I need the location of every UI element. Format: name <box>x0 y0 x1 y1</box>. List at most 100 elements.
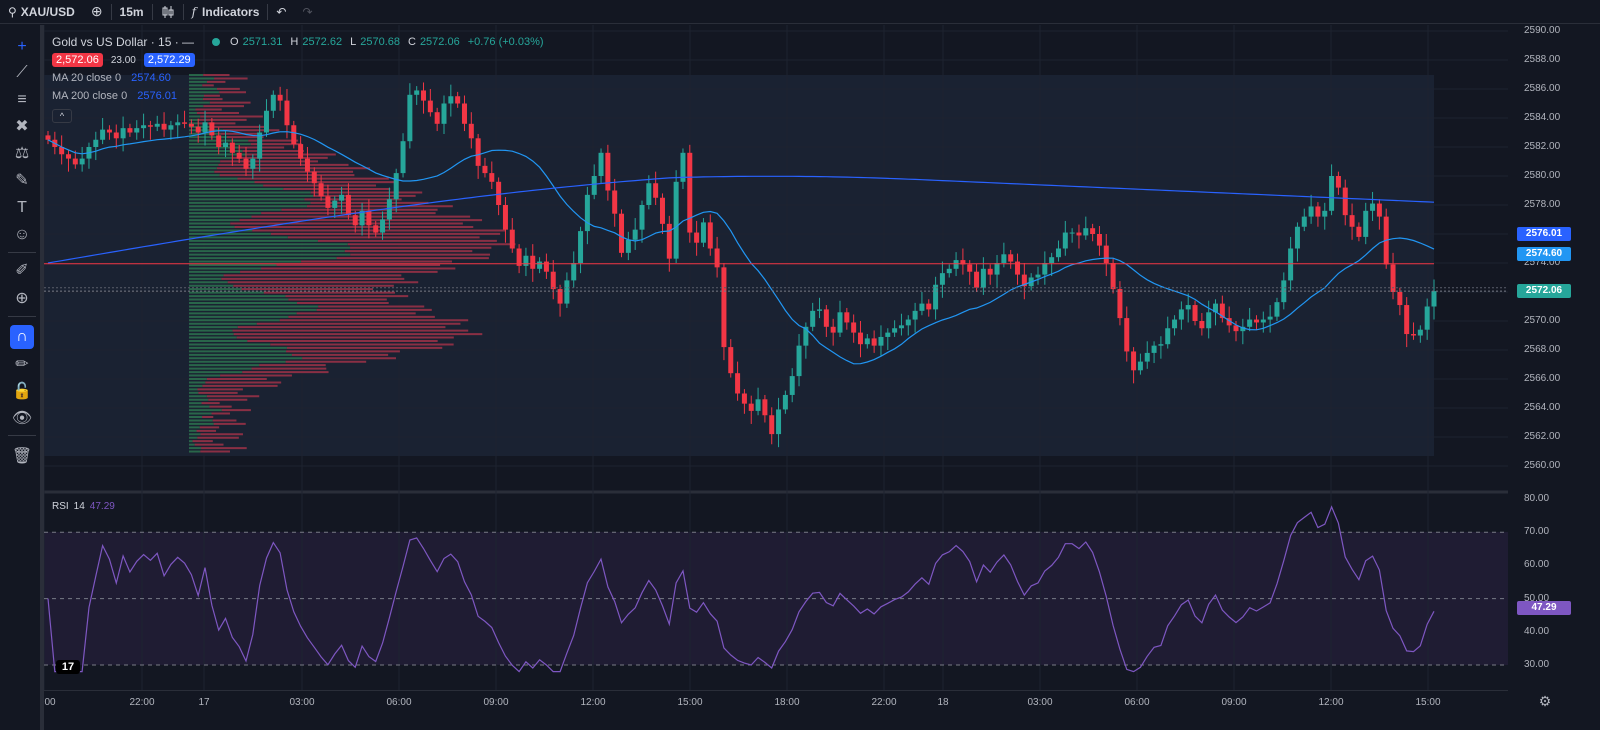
candle-down <box>851 322 857 333</box>
magnet-tool[interactable]: ∩ <box>10 325 34 349</box>
rsi-value-tag: 47.29 <box>1517 600 1571 615</box>
time-axis[interactable]: 00 22:00 17 03:00 06:00 09:00 12:00 15:00 18:00 2… <box>44 690 1508 715</box>
trend-line-tool[interactable]: ⟋ <box>10 61 34 85</box>
time-tick-label: 03:00 <box>289 697 315 708</box>
redo-button[interactable]: ↷ <box>294 0 320 24</box>
indicators-label: Indicators <box>202 4 260 19</box>
divider <box>182 3 184 20</box>
candle-up <box>250 158 256 169</box>
horizontal-lines-tool[interactable]: ≡ <box>10 88 34 112</box>
candle-up <box>1049 257 1055 263</box>
tradingview-logo[interactable]: 17 <box>56 660 80 674</box>
settings-button[interactable]: ⚙ <box>1536 693 1554 711</box>
chart-canvas[interactable] <box>44 25 1508 690</box>
pattern-icon: ✖ <box>15 118 29 135</box>
rsi-tick-label: 80.00 <box>1524 493 1550 504</box>
candle-down <box>653 183 659 198</box>
candle-down <box>373 225 379 233</box>
pattern-tool[interactable]: ✖ <box>10 114 34 138</box>
candle-down <box>687 152 693 233</box>
candle-up <box>646 183 652 205</box>
candle-down <box>298 144 304 159</box>
candle-up <box>359 210 365 226</box>
candle-up <box>817 309 823 311</box>
open-label: O <box>230 36 239 48</box>
ruler-tool[interactable]: ✐ <box>10 258 34 282</box>
candle-down <box>434 112 440 124</box>
candle-down <box>45 135 51 140</box>
ma20-label[interactable]: MA 20 close 0 <box>52 72 122 84</box>
candle-down <box>557 289 563 304</box>
candle-down <box>65 154 71 159</box>
candle-up <box>755 399 761 411</box>
candle-down <box>1131 351 1137 371</box>
chart-type-button[interactable] <box>153 0 183 24</box>
candle-down <box>209 122 215 136</box>
candle-down <box>857 332 863 345</box>
candle-up <box>134 128 140 133</box>
rsi-tick-label: 30.00 <box>1524 659 1550 670</box>
divider <box>267 3 269 20</box>
price-tick-label: 2578.00 <box>1524 199 1561 210</box>
candle-up <box>257 132 263 159</box>
candle-up <box>571 263 577 281</box>
candle-up <box>1158 344 1164 346</box>
candle-down <box>516 248 522 266</box>
instrument-title: Gold vs US Dollar · 15 · — <box>52 35 195 49</box>
text-tool[interactable]: T <box>10 196 34 220</box>
candle-up <box>796 345 802 377</box>
emoji-tool[interactable]: ☺ <box>10 223 34 247</box>
candle-up <box>1069 232 1075 234</box>
candle-down <box>530 255 536 269</box>
candle-down <box>830 326 836 333</box>
candle-down <box>161 123 167 130</box>
candle-up <box>79 158 85 165</box>
candle-down <box>735 373 741 394</box>
collapse-legend-button[interactable]: ^ <box>52 109 72 123</box>
price-tick-label: 2590.00 <box>1524 25 1561 36</box>
lock-tool[interactable]: 🔓 <box>10 379 34 403</box>
candle-down <box>277 94 283 101</box>
divider <box>110 3 112 20</box>
undo-button[interactable]: ↶ <box>268 0 294 24</box>
candle-up <box>1308 206 1314 217</box>
divider <box>8 252 36 253</box>
time-tick-label: 22:00 <box>129 697 155 708</box>
candle-up <box>1301 216 1307 227</box>
indicators-button[interactable]: f Indicators <box>184 0 268 24</box>
fib-tool[interactable]: ⚖ <box>10 141 34 165</box>
candle-down <box>1199 321 1205 329</box>
candle-down <box>1096 234 1102 246</box>
candle-down <box>612 190 618 214</box>
undo-icon: ↶ <box>276 4 287 19</box>
crosshair-tool[interactable]: + <box>10 35 34 59</box>
candle-down <box>960 260 966 265</box>
candle-up <box>919 303 925 311</box>
candle-down <box>475 138 481 166</box>
candle-up <box>537 261 543 269</box>
lock-drawing-tool[interactable]: ✏ <box>10 352 34 376</box>
candle-down <box>284 100 290 126</box>
candle-down <box>844 312 850 323</box>
candle-down <box>1376 203 1382 217</box>
top-bar: ⚲ XAU/USD ⊕ 15m f Indicators ↶ ↷ <box>0 0 1600 24</box>
brush-tool[interactable]: ✎ <box>10 168 34 192</box>
ma200-label[interactable]: MA 200 close 0 <box>52 90 128 102</box>
sell-price-button[interactable]: 2,572.06 <box>52 53 103 67</box>
delete-tool[interactable]: 🗑 <box>10 444 34 468</box>
candle-down <box>1356 226 1362 237</box>
add-symbol-button[interactable]: ⊕ <box>83 0 111 24</box>
candle-up <box>837 312 843 333</box>
candle-up <box>1267 316 1273 320</box>
rsi-label[interactable]: RSI <box>52 501 69 512</box>
price-axis[interactable]: 2590.00 2588.00 2586.00 2584.00 2582.00 2580.… <box>1508 25 1600 690</box>
symbol-search[interactable]: ⚲ XAU/USD <box>0 0 83 24</box>
candle-down <box>714 248 720 268</box>
buy-price-button[interactable]: 2,572.29 <box>143 53 195 67</box>
interval-button[interactable]: 15m <box>112 0 152 24</box>
candle-down <box>489 173 495 182</box>
zoom-in-tool[interactable]: ⊕ <box>10 286 34 310</box>
candle-up <box>1288 248 1294 281</box>
chart-area[interactable] <box>44 25 1550 690</box>
visibility-tool[interactable]: 👁 <box>10 406 34 430</box>
